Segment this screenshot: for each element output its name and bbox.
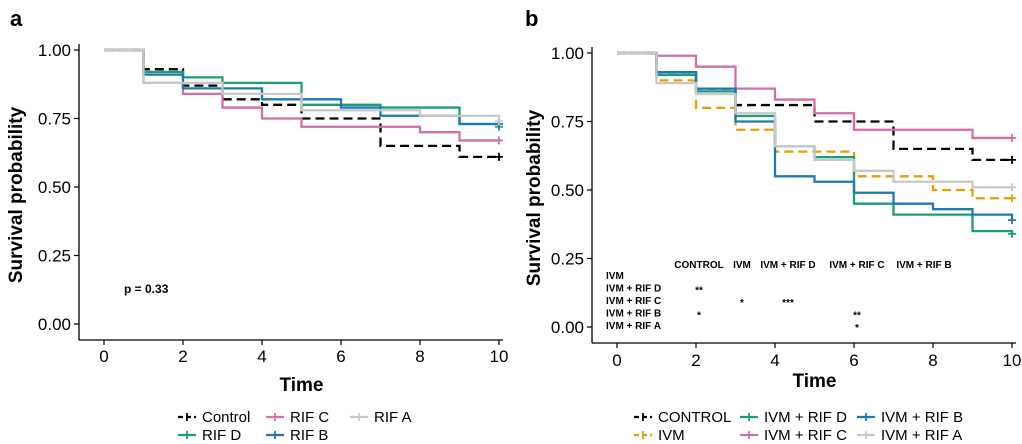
significance-column-header: IVM + RIF D xyxy=(760,260,815,271)
series-line-rif-a xyxy=(104,48,501,122)
legend-label: IVM + RIF C xyxy=(764,427,847,444)
censor-mark xyxy=(495,117,503,126)
series-line-control xyxy=(104,48,499,159)
series-line-control xyxy=(617,51,1012,162)
legend-label: IVM + RIF D xyxy=(764,409,847,426)
significance-marker: * xyxy=(697,311,701,322)
significance-column-header: CONTROL xyxy=(674,260,723,271)
significance-column-header: IVM + RIF C xyxy=(829,260,884,271)
significance-column-header: IVM + RIF B xyxy=(896,260,951,271)
legend-label: RIF C xyxy=(290,409,329,426)
censor-mark xyxy=(1008,229,1016,238)
x-axis-title: Time xyxy=(792,371,836,392)
x-axis-title: Time xyxy=(279,375,323,396)
legend-label: RIF A xyxy=(374,409,412,426)
censor-mark xyxy=(1008,155,1016,164)
censor-mark xyxy=(495,136,503,145)
p-value-annotation: p = 0.33 xyxy=(124,282,169,296)
significance-row-label: IVM + RIF A xyxy=(606,321,661,332)
censor-mark xyxy=(1008,133,1016,142)
y-tick-label: 1.00 xyxy=(551,44,584,63)
y-tick-label: 1.00 xyxy=(38,41,71,60)
censor-mark xyxy=(495,152,503,161)
x-tick-label: 10 xyxy=(490,347,509,366)
y-axis-title: Survival probability xyxy=(524,109,545,286)
legend-label: IVM + RIF B xyxy=(881,409,963,426)
significance-row-label: IVM + RIF D xyxy=(606,284,661,295)
significance-row-label: IVM + RIF B xyxy=(606,309,661,320)
series-line-ivm-rif-b xyxy=(617,51,1014,221)
legend-label: RIF B xyxy=(290,427,328,444)
x-tick-label: 10 xyxy=(1003,351,1022,370)
legend-label: CONTROL xyxy=(658,409,731,426)
x-tick-label: 8 xyxy=(928,351,937,370)
y-axis-title: Survival probability xyxy=(6,106,27,283)
significance-column-header: IVM xyxy=(733,260,751,271)
significance-row-label: IVM xyxy=(606,271,624,282)
censor-mark xyxy=(1008,216,1016,225)
legend-label: Control xyxy=(202,409,250,426)
panel-label: b xyxy=(525,6,538,31)
y-tick-label: 0.50 xyxy=(38,178,71,197)
series-line-ivm-rif-a xyxy=(617,51,1012,189)
legend-label: IVM xyxy=(658,427,685,444)
y-tick-label: 0.00 xyxy=(551,318,584,337)
y-tick-label: 0.75 xyxy=(551,113,584,132)
x-tick-label: 6 xyxy=(336,347,345,366)
y-tick-label: 0.50 xyxy=(551,181,584,200)
legend-label: IVM + RIF A xyxy=(881,427,962,444)
significance-marker: ** xyxy=(695,286,703,297)
y-tick-label: 0.75 xyxy=(38,110,71,129)
panel-b-chart: b 0 2 4 6 8 10 0.00 0.25 0.50 0.75 1.00 Time Survival… xyxy=(524,6,1021,444)
series-line-ivm-rif-c xyxy=(617,51,1012,140)
x-tick-label: 0 xyxy=(99,347,108,366)
significance-marker: * xyxy=(740,298,744,309)
legend-label: RIF D xyxy=(202,427,241,444)
significance-marker: ** xyxy=(853,311,861,322)
y-tick-label: 0.00 xyxy=(38,315,71,334)
y-tick-label: 0.25 xyxy=(38,247,71,266)
censor-mark xyxy=(1008,194,1016,203)
x-tick-label: 4 xyxy=(257,347,266,366)
y-tick-label: 0.25 xyxy=(551,250,584,269)
panel-label: a xyxy=(10,6,23,31)
x-tick-label: 8 xyxy=(415,347,424,366)
x-tick-label: 4 xyxy=(770,351,779,370)
x-tick-label: 2 xyxy=(691,351,700,370)
significance-row-label: IVM + RIF C xyxy=(606,296,661,307)
x-tick-label: 2 xyxy=(178,347,187,366)
significance-marker: * xyxy=(855,323,859,334)
panel-a-chart: a 0 2 4 6 8 10 0.00 0.25 0.50 0.75 1.00 Time Survival… xyxy=(6,6,508,444)
x-tick-label: 6 xyxy=(849,351,858,370)
censor-mark xyxy=(1008,183,1016,192)
significance-marker: *** xyxy=(782,298,794,309)
x-tick-label: 0 xyxy=(612,351,621,370)
